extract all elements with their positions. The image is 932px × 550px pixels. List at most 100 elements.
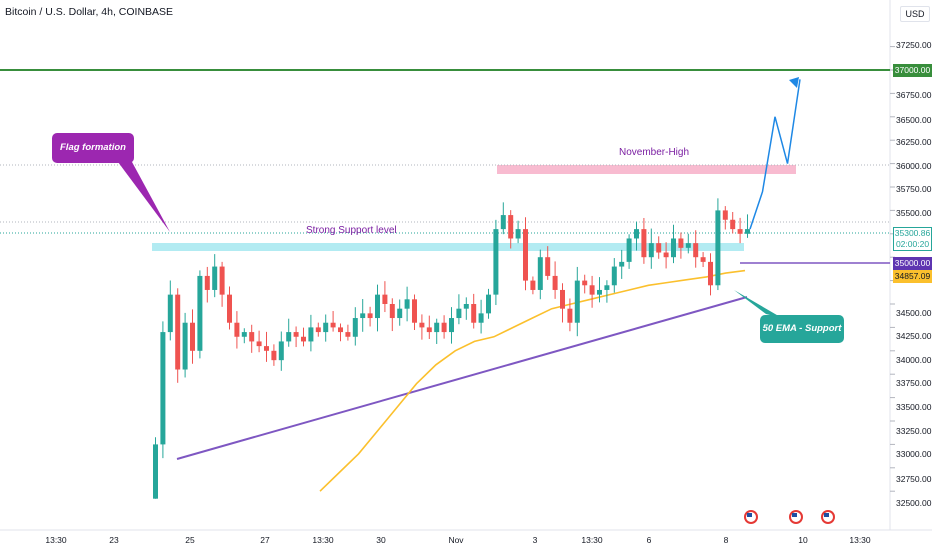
- candle-down: [567, 308, 573, 323]
- us-flag-icon[interactable]: [744, 510, 758, 524]
- price-label: 36000.00: [896, 161, 932, 171]
- candle-up: [478, 313, 484, 323]
- candle-down: [256, 341, 262, 347]
- candle-up: [685, 243, 691, 248]
- time-label: 27: [260, 535, 270, 545]
- candle-up: [182, 322, 188, 370]
- resistance-price-tag: 37000.00: [893, 64, 932, 77]
- candle-down: [338, 327, 343, 333]
- candle-down: [412, 299, 417, 323]
- candle-up: [486, 294, 491, 314]
- candle-down: [389, 304, 395, 319]
- candle-down: [227, 294, 232, 323]
- price-label: 32750.00: [896, 474, 932, 484]
- candle-up: [308, 327, 314, 342]
- us-flag-icon[interactable]: [789, 510, 803, 524]
- candlesticks: [153, 198, 750, 499]
- candle-down: [508, 215, 514, 239]
- candle-down: [367, 313, 373, 319]
- candle-down: [523, 229, 528, 281]
- economic-event-icons: [744, 510, 835, 524]
- candle-up: [597, 289, 602, 295]
- currency-button[interactable]: USD: [900, 6, 930, 22]
- time-label: Nov: [448, 535, 464, 545]
- candle-down: [419, 322, 425, 328]
- candle-up: [360, 313, 366, 319]
- candle-up: [515, 229, 521, 239]
- candle-down: [708, 261, 713, 286]
- candle-down: [234, 322, 240, 337]
- price-label: 36500.00: [896, 115, 932, 125]
- candle-down: [700, 257, 706, 262]
- projection-arrowhead: [789, 77, 799, 88]
- candle-down: [301, 336, 306, 342]
- candle-up: [197, 275, 203, 351]
- candle-up: [153, 444, 158, 499]
- price-label: 36750.00: [896, 90, 932, 100]
- candle-up: [449, 318, 454, 333]
- price-label: 34250.00: [896, 331, 932, 341]
- flag-formation-bubble[interactable]: Flag formation: [52, 133, 134, 163]
- candle-up: [323, 322, 329, 333]
- ema-50-line: [319, 269, 746, 492]
- candle-down: [471, 304, 477, 323]
- time-label: 8: [723, 535, 729, 545]
- symbol-title[interactable]: Bitcoin / U.S. Dollar, 4h, COINBASE: [5, 6, 174, 18]
- chart-grid: [890, 46, 895, 492]
- candle-down: [589, 285, 595, 295]
- candle-up: [493, 229, 499, 295]
- price-label: 33750.00: [896, 378, 932, 388]
- candle-down: [560, 289, 565, 309]
- flag-bubble-pointer: [118, 162, 170, 232]
- ascending-trendline[interactable]: [176, 296, 748, 460]
- time-label: 13:30: [45, 535, 67, 545]
- candle-up: [745, 229, 750, 234]
- current-price-value: 35300.86: [894, 228, 931, 238]
- strong-support-label: Strong Support level: [306, 225, 397, 236]
- candle-down: [175, 294, 181, 370]
- us-flag-icon[interactable]: [821, 510, 835, 524]
- candle-up: [634, 229, 639, 239]
- price-label: 34000.00: [896, 355, 932, 365]
- candle-down: [426, 327, 432, 333]
- candle-down: [382, 294, 388, 304]
- time-label: 6: [646, 535, 652, 545]
- candle-up: [537, 257, 543, 290]
- candle-down: [271, 350, 277, 361]
- ema-price-tag: 34857.09: [893, 270, 932, 283]
- candle-down: [249, 332, 255, 342]
- candle-down: [552, 275, 558, 290]
- candle-up: [715, 210, 721, 286]
- candle-up: [352, 318, 358, 337]
- candle-up: [611, 266, 617, 286]
- candle-up: [574, 280, 580, 323]
- candle-down: [693, 243, 699, 258]
- candle-down: [656, 243, 662, 253]
- candle-down: [530, 280, 536, 290]
- candle-up: [397, 308, 403, 319]
- candle-down: [293, 332, 299, 337]
- candle-up: [212, 266, 218, 290]
- price-label: 33000.00: [896, 449, 932, 459]
- time-label: 23: [109, 535, 119, 545]
- price-label: 35750.00: [896, 184, 932, 194]
- november-high-label: November-High: [619, 147, 690, 158]
- time-label: 13:30: [581, 535, 603, 545]
- candle-down: [190, 322, 195, 351]
- candle-up: [500, 215, 506, 230]
- candle-down: [582, 280, 588, 286]
- price-label: 34500.00: [896, 308, 932, 318]
- candle-up: [604, 285, 610, 290]
- candle-down: [545, 257, 551, 276]
- candle-down: [264, 346, 269, 351]
- candle-down: [219, 266, 225, 295]
- candle-up: [463, 304, 469, 309]
- current-price-tag: 35300.86 02:00:20: [893, 227, 932, 251]
- time-label: 3: [532, 535, 538, 545]
- price-label: 36250.00: [896, 137, 932, 147]
- ema-support-bubble[interactable]: 50 EMA - Support: [760, 315, 844, 343]
- candle-down: [315, 327, 321, 333]
- candle-up: [648, 243, 654, 258]
